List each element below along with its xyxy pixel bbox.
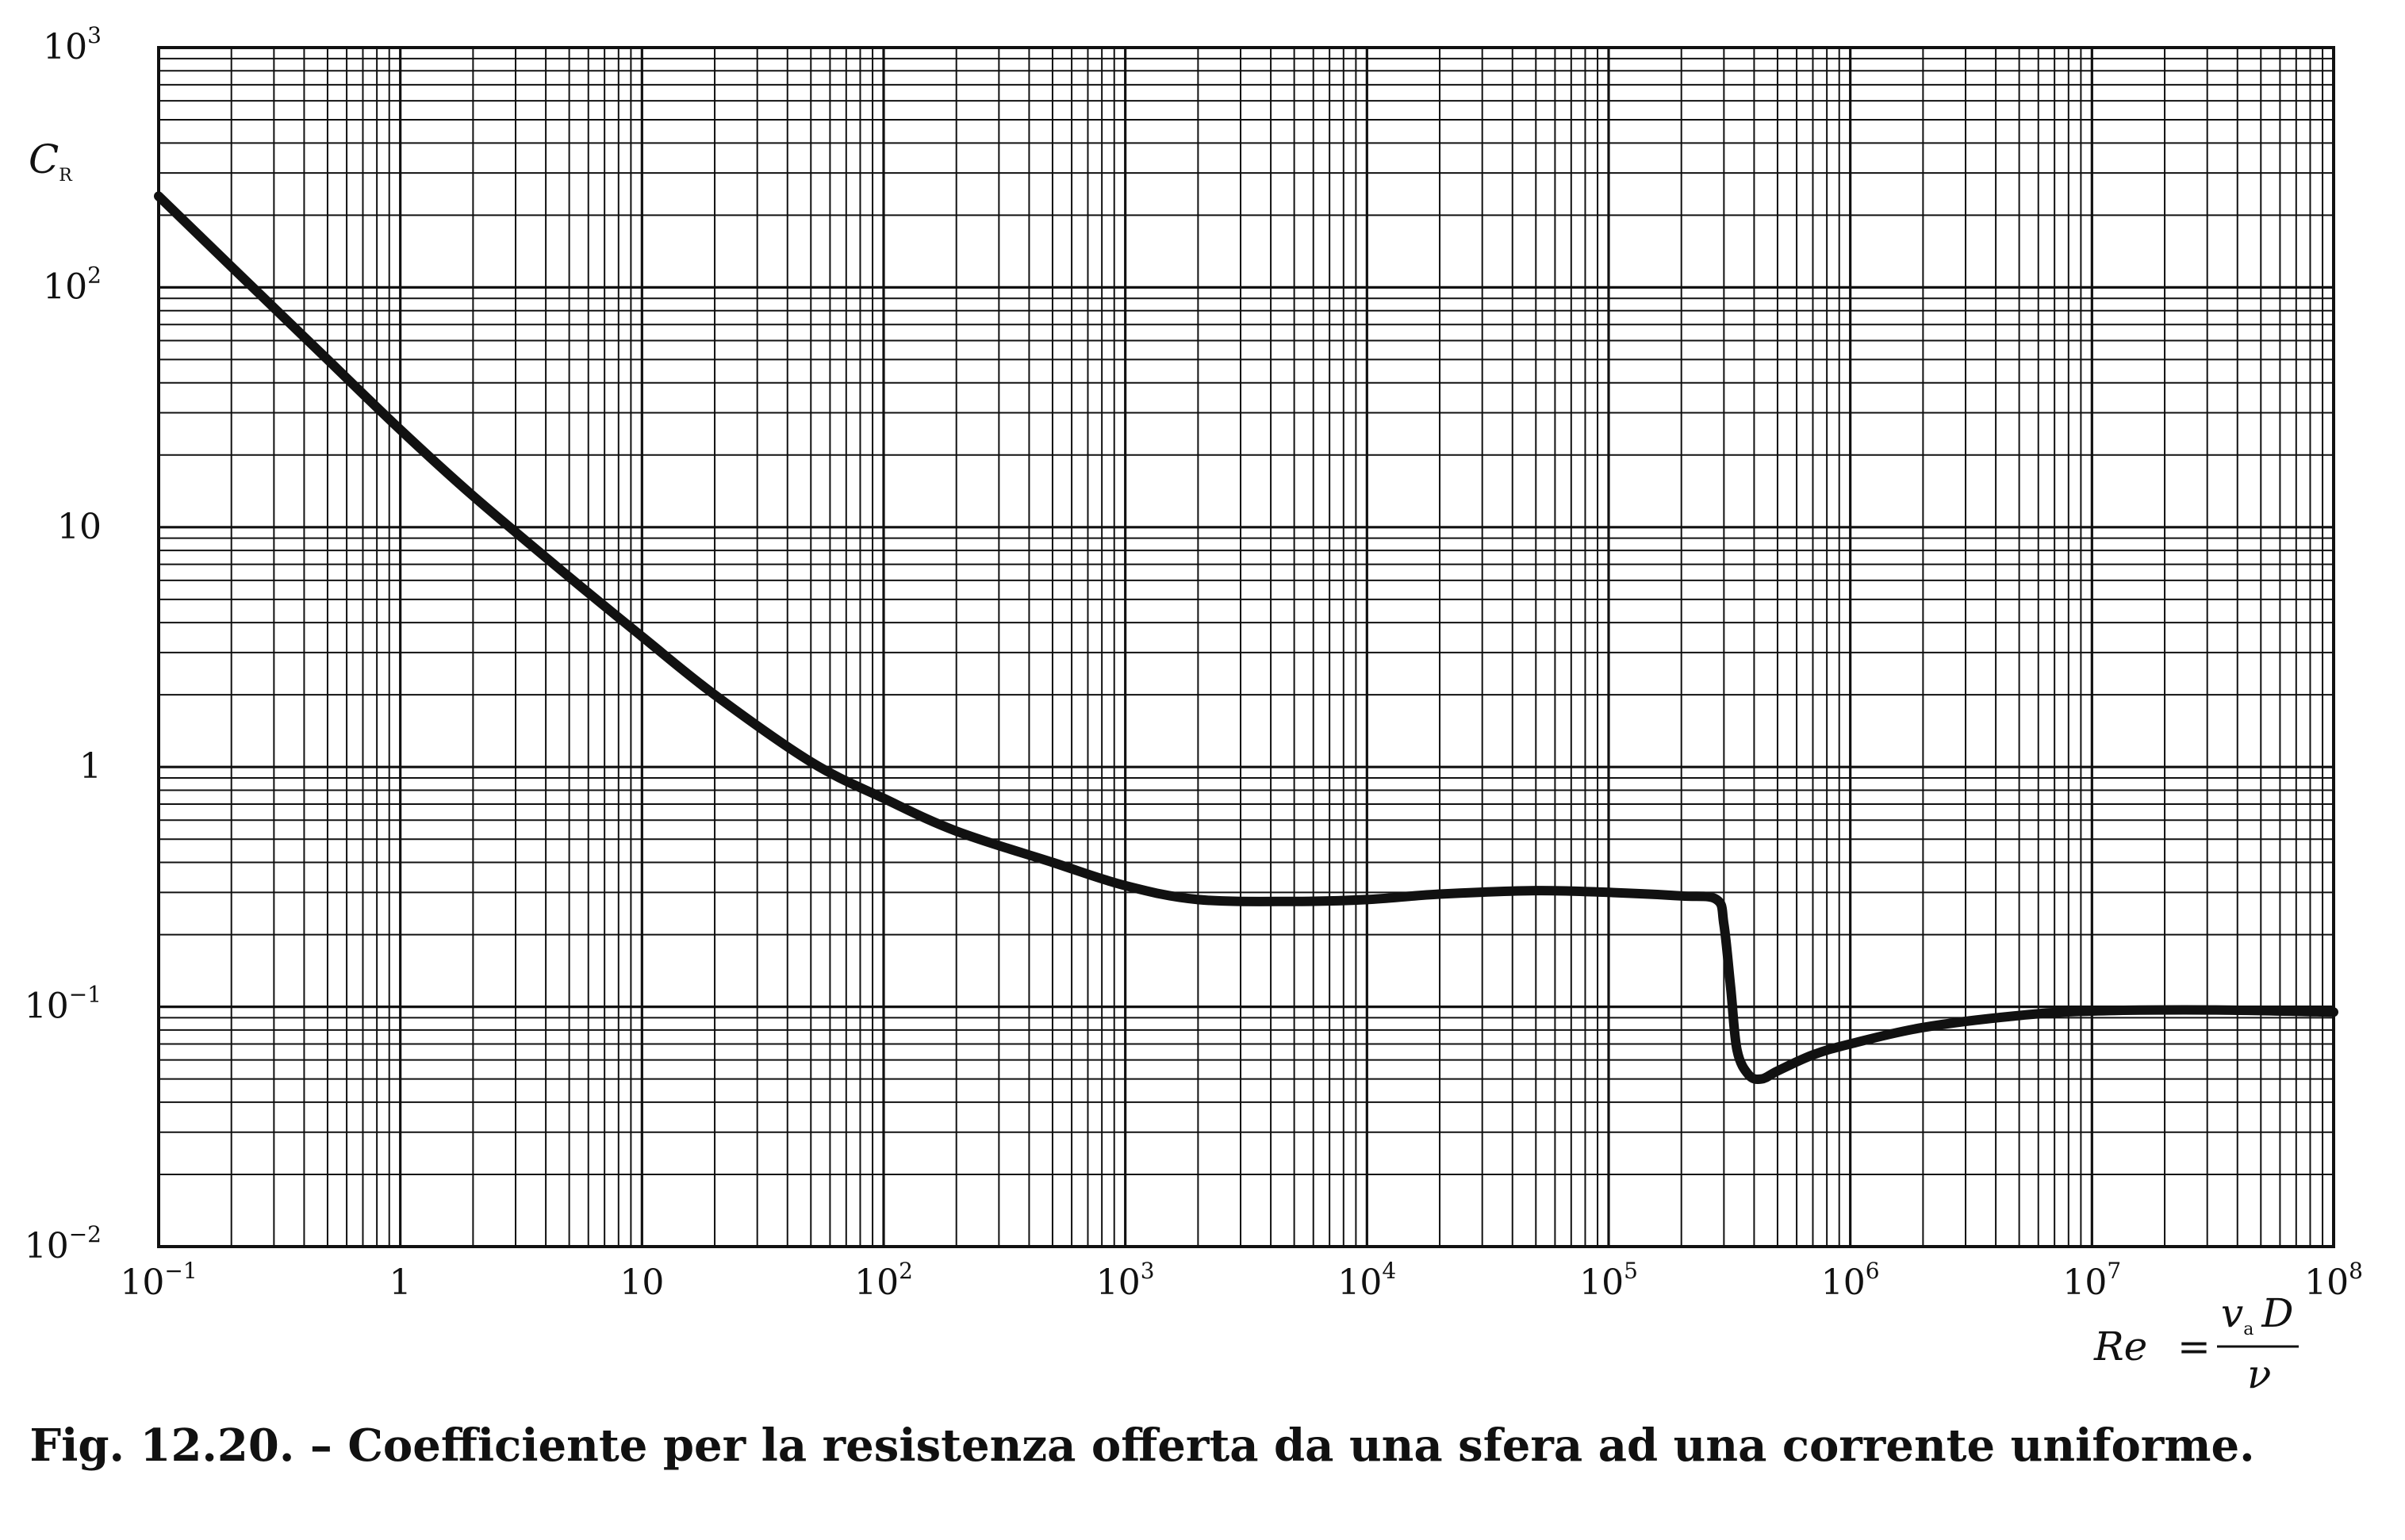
x-axis-label-numerator: va D (2221, 1290, 2293, 1339)
x-axis-label-lhs: Re (2093, 1324, 2147, 1370)
x-tick-label: 10 (619, 1262, 664, 1303)
y-tick-label: 10 (57, 507, 102, 547)
x-axis-label: Re = va D ν (2093, 1290, 2299, 1397)
x-axis-label-numerator-tail: D (2261, 1290, 2293, 1336)
x-tick-label: 10−1 (120, 1258, 197, 1303)
x-axis-label-equals: = (2177, 1324, 2211, 1370)
x-tick-label: 104 (1337, 1258, 1396, 1303)
x-tick-label: 108 (2304, 1258, 2363, 1303)
drag-coefficient-curve (154, 191, 2338, 1085)
log-log-grid (157, 48, 2334, 1248)
y-tick-label: 10−1 (25, 982, 102, 1027)
x-axis-label-numerator-v: v (2221, 1290, 2243, 1336)
x-axis-label-denominator: ν (2247, 1351, 2271, 1397)
y-tick-label: 102 (43, 262, 102, 307)
plot-frame (157, 46, 2335, 1248)
y-tick-label: 103 (43, 22, 102, 67)
y-tick-label: 1 (79, 746, 102, 787)
y-tick-label: 10−2 (25, 1221, 102, 1266)
y-axis-label-subscript: R (59, 166, 73, 186)
x-tick-label: 102 (854, 1258, 913, 1303)
x-tick-label: 107 (2062, 1258, 2121, 1303)
x-tick-labels: 10−1 1 10 102 103 104 105 106 107 108 (120, 1258, 2363, 1303)
x-tick-label: 106 (1821, 1258, 1880, 1303)
x-tick-label: 105 (1579, 1258, 1638, 1303)
figure-caption: Fig. 12.20. – Coefficiente per la resist… (29, 1419, 2254, 1472)
x-tick-label: 103 (1096, 1258, 1155, 1303)
x-axis-label-numerator-subscript: a (2243, 1320, 2253, 1339)
y-axis-label-main: C (29, 136, 59, 182)
x-tick-label: 1 (389, 1262, 412, 1303)
y-axis-label: CR (29, 136, 73, 186)
